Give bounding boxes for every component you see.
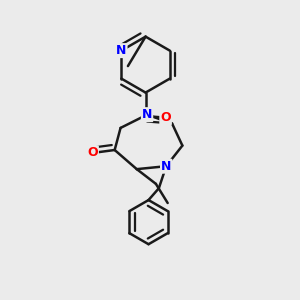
- Text: O: O: [87, 146, 98, 159]
- Text: N: N: [161, 160, 171, 173]
- Text: N: N: [116, 44, 127, 57]
- Text: N: N: [142, 108, 152, 121]
- Text: O: O: [160, 111, 171, 124]
